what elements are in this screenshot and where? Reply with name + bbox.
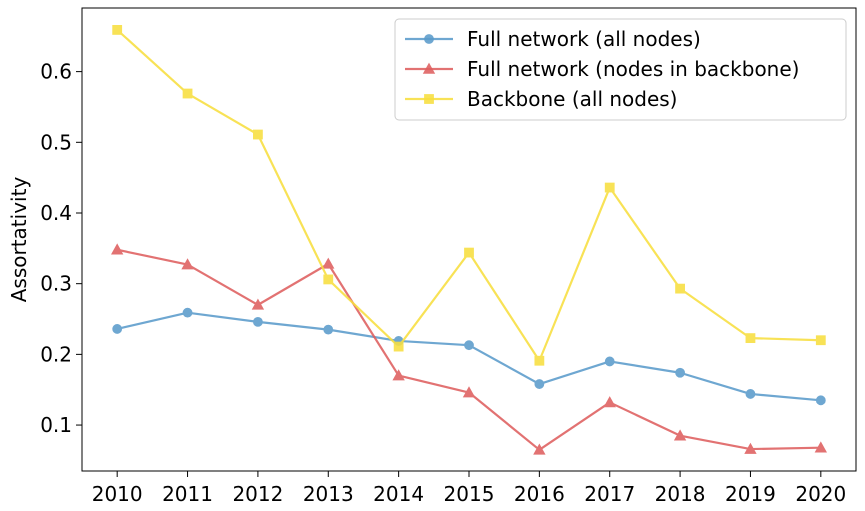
x-axis: 2010 2011 2012 2013 2014 2015 2016 2017 2018 2019… [92,471,846,506]
data-point [815,335,826,346]
series-3 [112,25,826,366]
data-point [673,429,687,441]
data-point [745,389,756,399]
data-point [604,356,615,367]
data-point [675,367,685,378]
x-tick-label: 2013 [303,482,354,506]
data-point [181,258,194,270]
data-point [603,396,616,408]
legend-entry: Backbone (all nodes) [405,87,678,111]
x-tick-label: 2015 [444,482,495,506]
x-tick-label: 2020 [795,482,846,506]
legend-label: Backbone (all nodes) [467,87,678,111]
data-point [392,369,405,381]
data-point [182,88,193,99]
legend-marker [424,94,434,104]
data-point [323,324,334,335]
data-point [323,274,334,285]
y-axis: 0.1 0.2 0.3 0.4 0.5 0.6 [40,60,82,437]
data-point [744,442,757,454]
data-point [814,441,827,453]
data-point [464,247,474,258]
data-point [111,243,124,255]
data-point [745,333,756,344]
data-point [534,355,545,366]
legend-entry: Full network (nodes in backbone) [405,57,799,81]
data-point [112,25,123,35]
y-tick-label: 0.6 [40,60,72,84]
data-point [675,283,685,294]
y-tick-label: 0.5 [40,130,72,154]
y-axis-label: Assortativity [7,177,31,303]
x-tick-label: 2019 [725,482,776,506]
data-point [253,316,263,327]
legend-entry: Full network (all nodes) [405,27,701,51]
legend-label: Full network (all nodes) [467,27,701,51]
series-1 [112,307,826,406]
legend: Full network (all nodes) Full network (no… [394,18,847,121]
data-point [533,443,546,455]
data-point [112,324,123,334]
series-2 [111,243,827,455]
data-point [604,182,615,193]
y-tick-label: 0.2 [40,342,72,366]
legend-label: Full network (nodes in backbone) [467,57,799,81]
x-tick-label: 2010 [92,482,143,506]
legend-marker [424,34,434,44]
data-point [815,395,826,406]
data-point [251,298,265,310]
x-tick-label: 2011 [162,482,213,506]
x-tick-label: 2018 [655,482,706,506]
data-point [182,307,193,318]
data-point [464,340,474,351]
y-tick-label: 0.4 [40,201,72,225]
data-point [462,386,476,398]
data-point [393,341,404,352]
legend-marker [422,62,436,74]
data-point [322,257,335,269]
y-tick-label: 0.3 [40,272,72,296]
series-layer [111,25,827,455]
x-tick-label: 2016 [514,482,565,506]
x-tick-label: 2014 [373,482,424,506]
data-point [534,379,545,389]
y-tick-label: 0.1 [40,413,72,437]
data-point [253,129,263,140]
x-tick-label: 2012 [232,482,283,506]
x-tick-label: 2017 [584,482,635,506]
legend-box [394,18,847,121]
